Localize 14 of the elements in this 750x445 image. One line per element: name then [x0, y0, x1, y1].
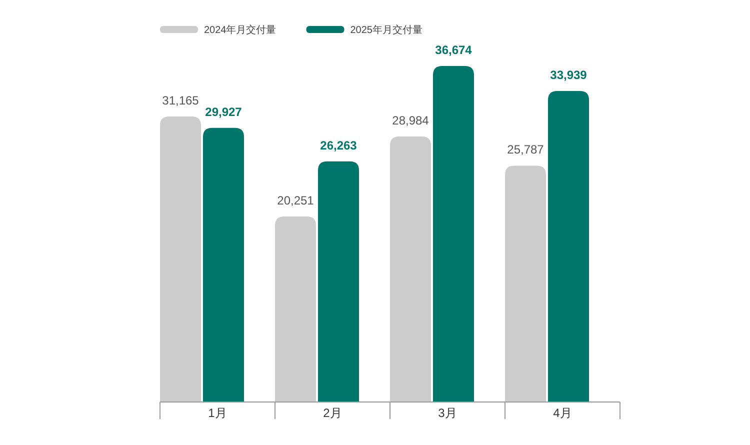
legend-label: 2024年月交付量 — [204, 24, 276, 36]
data-label: 33,939 — [550, 68, 588, 82]
data-label: 28,984 — [392, 113, 430, 128]
legend-label: 2025年月交付量 — [350, 24, 422, 36]
data-label: 31,165 — [162, 93, 200, 108]
data-label: 29,927 — [205, 104, 242, 119]
x-tick-label: 1月 — [208, 406, 227, 420]
data-label: 26,263 — [320, 138, 358, 152]
data-label: 20,251 — [277, 193, 314, 208]
x-tick-label: 3月 — [438, 406, 457, 420]
x-tick-label: 2月 — [323, 406, 342, 420]
data-label: 36,674 — [435, 43, 472, 57]
data-label: 25,787 — [507, 142, 544, 157]
x-tick-label: 4月 — [553, 406, 572, 420]
